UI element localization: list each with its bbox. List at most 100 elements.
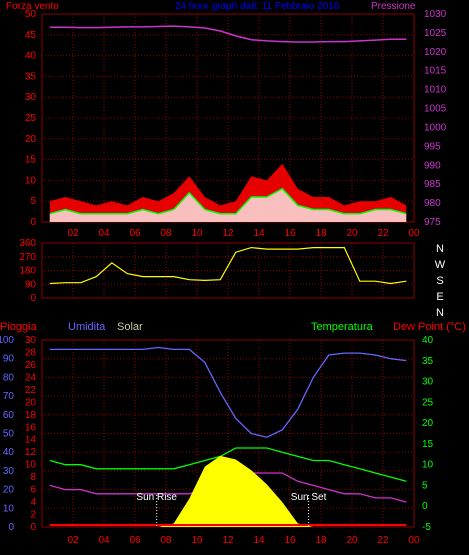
y-rain-tick-label: 28 — [25, 347, 37, 358]
y-rain-tick-label: 24 — [25, 372, 37, 383]
y-rain-tick-label: 22 — [25, 385, 37, 396]
y-temp-tick-label: 15 — [422, 439, 434, 450]
y-humidity-tick-label: 50 — [3, 429, 15, 440]
y-left-tick-label: 20 — [25, 134, 37, 145]
y-rain-tick-label: 26 — [25, 360, 37, 371]
y-temp-tick-label: 5 — [422, 480, 428, 491]
y-humidity-tick-label: 20 — [3, 485, 15, 496]
y-left-tick-label: 50 — [25, 9, 37, 20]
x-tick-label: 06 — [129, 228, 141, 239]
x-tick-label: 04 — [98, 228, 110, 239]
y-rain-tick-label: 0 — [30, 522, 36, 533]
y-right-tick-label: 975 — [424, 217, 441, 228]
y-rain-tick-label: 14 — [25, 435, 37, 446]
y-right-tick-label: 1025 — [424, 28, 447, 39]
x-tick-label: 06 — [129, 535, 141, 546]
x-tick-label: 00 — [408, 228, 420, 239]
x-tick-label: 18 — [315, 535, 327, 546]
y-left-tick-label: 40 — [25, 51, 37, 62]
x-tick-label: 04 — [98, 535, 110, 546]
wind-gust-area — [49, 163, 407, 222]
y-tick-label: 360 — [19, 238, 36, 249]
y-humidity-tick-label: 100 — [0, 335, 14, 346]
y-tick-label: 0 — [30, 293, 36, 304]
y-temp-tick-label: 25 — [422, 397, 434, 408]
solar-label: Solar — [117, 321, 143, 333]
y-temp-tick-label: 30 — [422, 377, 434, 388]
pressure-label: Pressione — [371, 1, 416, 12]
y-humidity-tick-label: 70 — [3, 391, 15, 402]
y-rain-tick-label: 30 — [25, 335, 37, 346]
y-right-tick-label: 1020 — [424, 47, 447, 58]
x-tick-label: 16 — [284, 228, 296, 239]
x-tick-label: 20 — [346, 535, 358, 546]
x-tick-label: 12 — [222, 228, 234, 239]
x-tick-label: 00 — [408, 535, 420, 546]
temperature-line — [49, 447, 407, 482]
y-left-tick-label: 10 — [25, 175, 37, 186]
x-tick-label: 02 — [67, 228, 79, 239]
x-tick-label: 20 — [346, 228, 358, 239]
y-right-tick-label: 980 — [424, 198, 441, 209]
y-rain-tick-label: 16 — [25, 422, 37, 433]
chart-title: 24 hour graph dati: 11 Febbraio 2016 — [175, 1, 340, 12]
y-rain-tick-label: 12 — [25, 447, 37, 458]
x-tick-label: 18 — [315, 228, 327, 239]
dewpoint-label: Dew Point (°C) — [393, 321, 466, 333]
pressure-line — [49, 25, 407, 43]
y-right-tick-label: 1030 — [424, 9, 447, 20]
y-left-tick-label: 0 — [30, 217, 36, 228]
x-tick-label: 22 — [377, 228, 389, 239]
x-tick-label: 12 — [222, 535, 234, 546]
compass-label: W — [435, 259, 446, 271]
compass-label: N — [436, 307, 444, 319]
y-humidity-tick-label: 10 — [3, 503, 15, 514]
y-right-tick-label: 1005 — [424, 104, 447, 115]
y-rain-tick-label: 6 — [30, 485, 36, 496]
x-tick-label: 14 — [253, 228, 265, 239]
y-rain-tick-label: 10 — [25, 460, 37, 471]
y-right-tick-label: 995 — [424, 141, 441, 152]
y-left-tick-label: 30 — [25, 92, 37, 103]
compass-label: N — [436, 243, 444, 255]
y-temp-tick-label: -5 — [422, 522, 431, 533]
wind-avg-area — [49, 188, 407, 222]
solar-area — [49, 455, 407, 527]
y-humidity-tick-label: 60 — [3, 410, 15, 421]
x-tick-label: 10 — [191, 535, 203, 546]
compass-label: E — [436, 291, 443, 303]
y-tick-label: 270 — [19, 252, 36, 263]
x-tick-label: 10 — [191, 228, 203, 239]
x-tick-label: 14 — [253, 535, 265, 546]
y-temp-tick-label: 10 — [422, 460, 434, 471]
sunrise-label: Sun Rise — [136, 492, 177, 503]
x-tick-label: 08 — [160, 535, 172, 546]
y-humidity-tick-label: 80 — [3, 372, 15, 383]
y-temp-tick-label: 20 — [422, 418, 434, 429]
y-left-tick-label: 45 — [25, 30, 37, 41]
y-right-tick-label: 1000 — [424, 122, 447, 133]
y-rain-tick-label: 20 — [25, 397, 37, 408]
y-rain-tick-label: 2 — [30, 510, 36, 521]
y-humidity-tick-label: 30 — [3, 466, 15, 477]
x-tick-label: 08 — [160, 228, 172, 239]
sunset-label: Sun Set — [291, 492, 327, 503]
humidity-label: Umidita — [68, 321, 106, 333]
y-temp-tick-label: 0 — [422, 501, 428, 512]
y-tick-label: 180 — [19, 266, 36, 277]
x-tick-label: 22 — [377, 535, 389, 546]
y-right-tick-label: 1010 — [424, 85, 447, 96]
y-tick-label: 90 — [25, 279, 37, 290]
y-left-tick-label: 25 — [25, 113, 37, 124]
rain-label: Pioggia — [0, 321, 38, 333]
wind-avg-line — [49, 187, 407, 215]
y-temp-tick-label: 35 — [422, 356, 434, 367]
y-left-tick-label: 35 — [25, 71, 37, 82]
y-right-tick-label: 1015 — [424, 66, 447, 77]
y-right-tick-label: 990 — [424, 160, 441, 171]
temperature-label: Temperatura — [311, 321, 374, 333]
x-tick-label: 16 — [284, 535, 296, 546]
wind-direction-line — [49, 246, 407, 285]
y-humidity-tick-label: 0 — [8, 522, 14, 533]
